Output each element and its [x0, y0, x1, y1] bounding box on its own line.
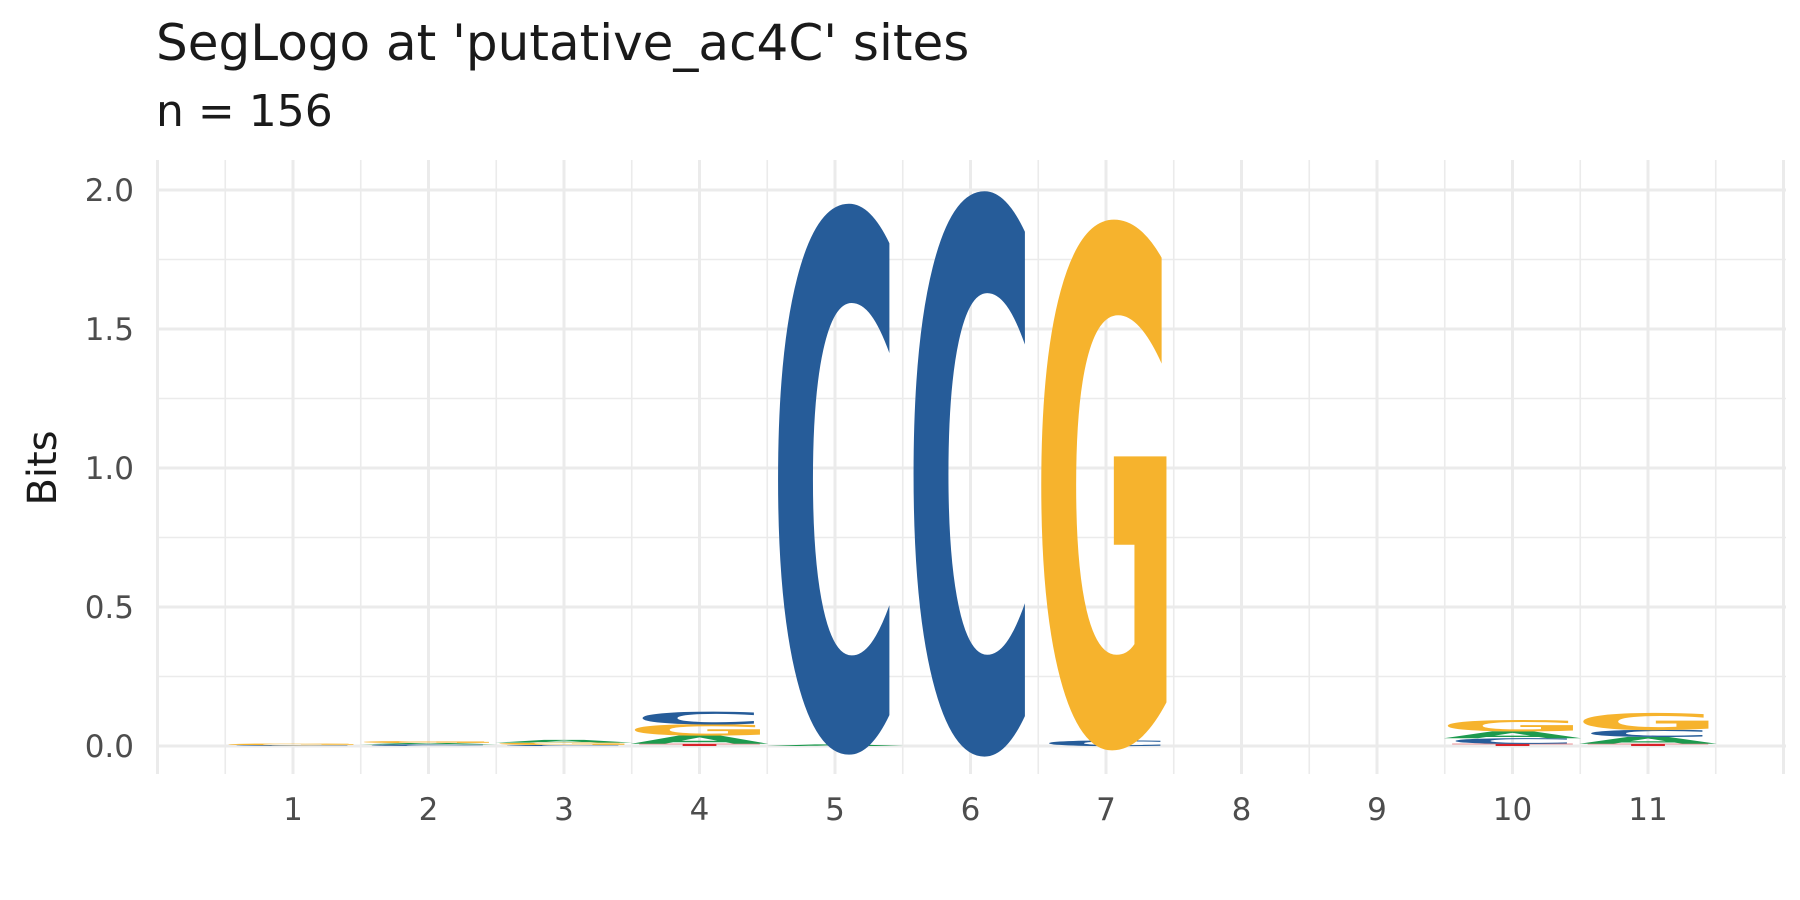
logo-letter-T-pos-11: T	[1587, 743, 1709, 747]
logo-letter-C-pos-10: C	[1447, 737, 1579, 746]
x-tick-label: 8	[1232, 792, 1252, 828]
logo-letter-C-pos-6: C	[905, 53, 1037, 900]
y-tick-label: 1.0	[85, 451, 134, 487]
x-tick-label: 10	[1493, 792, 1532, 828]
y-tick-label: 2.0	[85, 173, 134, 209]
logo-letter-C-pos-3: C	[498, 745, 630, 747]
logo-letter-G-pos-10: G	[1439, 717, 1586, 735]
logo-letter-A-pos-4: A	[630, 733, 769, 746]
logo-letter-G-pos-7: G	[1032, 90, 1179, 900]
chart-subtitle: n = 156	[156, 86, 333, 137]
y-tick-labels: 0.0 0.5 1.0 1.5 2.0	[85, 173, 134, 765]
x-tick-label: 2	[419, 792, 439, 828]
x-tick-label: 5	[825, 792, 845, 828]
x-tick-label: 6	[961, 792, 981, 828]
y-tick-label: 0.5	[85, 590, 134, 626]
logo-letter-C-pos-1: C	[227, 745, 359, 746]
x-tick-label: 9	[1367, 792, 1387, 828]
logo-letter-G-pos-4: G	[626, 721, 773, 739]
logo-letter-G-pos-2: G	[355, 740, 502, 743]
y-tick-label: 1.5	[85, 312, 134, 348]
logo-letter-C-pos-4: C	[634, 709, 766, 729]
x-tick-label: 4	[690, 792, 710, 828]
x-tick-label: 3	[554, 792, 574, 828]
grid-lines	[156, 160, 1786, 774]
logo-letter-C-pos-7: C	[1040, 739, 1172, 748]
logo-letter-A-pos-10: A	[1443, 729, 1582, 740]
logo-letter-G-pos-1: G	[219, 743, 366, 746]
logo-letter-C-pos-11: C	[1582, 728, 1714, 739]
logo-letter-A-pos-5: A	[766, 744, 905, 747]
chart-title: SegLogo at 'putative_ac4C' sites	[156, 14, 970, 72]
logo-letter-A-pos-11: A	[1579, 735, 1718, 746]
y-axis-label: Bits	[20, 430, 66, 505]
logo-letter-C-pos-2: C	[363, 744, 495, 747]
logo-letter-A-pos-2: A	[359, 743, 498, 745]
x-tick-label: 7	[1096, 792, 1116, 828]
x-tick-label: 11	[1628, 792, 1667, 828]
y-tick-label: 0.0	[85, 729, 134, 765]
logo-letter-G-pos-11: G	[1574, 709, 1721, 736]
logo-letter-A-pos-3: A	[495, 739, 634, 743]
logo-letter-T-pos-10: T	[1451, 743, 1573, 747]
logo-letter-T-pos-4: T	[638, 743, 760, 747]
x-tick-label: 1	[283, 792, 303, 828]
x-tick-labels: 1 2 3 4 5 6 7 8 9 10 11	[283, 792, 1668, 828]
logo-letter-G-pos-3: G	[490, 742, 637, 746]
logo-letter-C-pos-5: C	[769, 70, 901, 900]
